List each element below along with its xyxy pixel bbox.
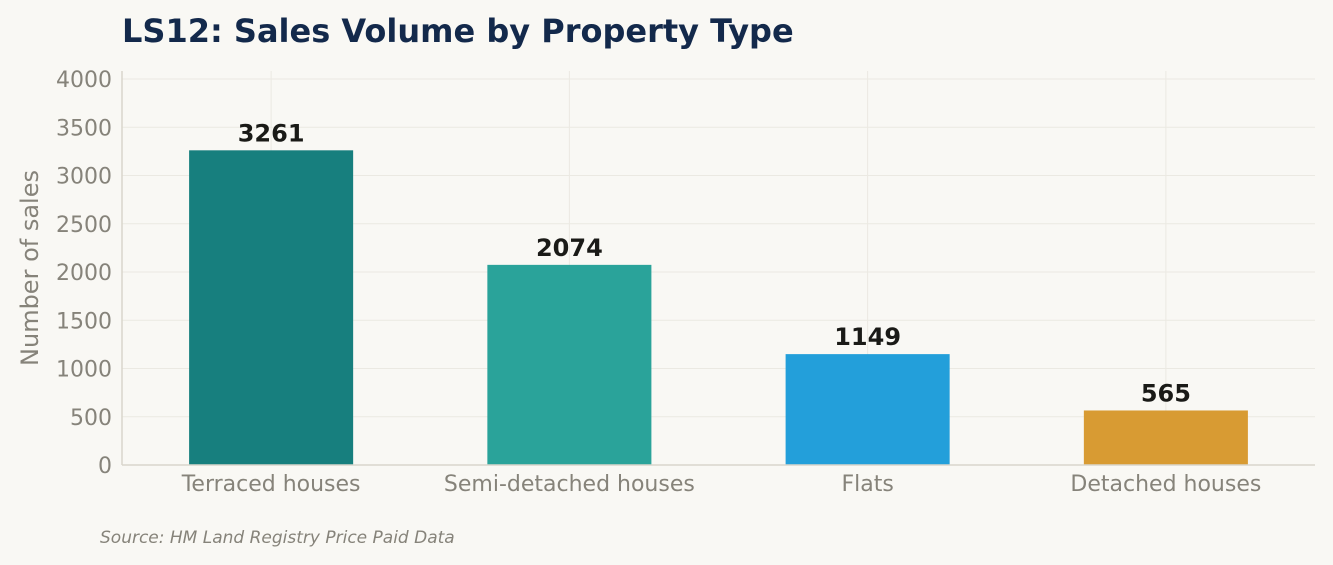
y-tick-label: 0 — [98, 454, 112, 479]
bar-layer — [189, 150, 1248, 465]
y-axis-label: Number of sales — [16, 170, 44, 366]
x-tick-label: Terraced houses — [181, 472, 361, 497]
y-tick-label: 2000 — [56, 261, 112, 286]
y-tick-label: 1000 — [56, 358, 112, 383]
y-tick-label: 2500 — [56, 213, 112, 238]
data-label-layer: 3261 2074 1149 565 — [238, 119, 1191, 407]
bar — [1083, 410, 1248, 465]
y-tick-layer: 0 500 1000 1500 2000 2500 3000 3500 4000 — [56, 68, 112, 479]
chart-title: LS12: Sales Volume by Property Type — [122, 12, 794, 50]
x-tick-label: Detached houses — [1070, 472, 1261, 497]
bar — [189, 150, 354, 465]
y-tick-label: 3000 — [56, 165, 112, 190]
y-tick-label: 4000 — [56, 68, 112, 93]
y-tick-label: 3500 — [56, 116, 112, 141]
source-note: Source: HM Land Registry Price Paid Data — [100, 528, 455, 548]
x-tick-label: Semi-detached houses — [444, 472, 695, 497]
bar — [487, 264, 652, 465]
y-tick-label: 500 — [70, 406, 112, 431]
bar-value-label: 565 — [1141, 379, 1191, 407]
bar-value-label: 2074 — [536, 234, 603, 262]
y-tick-label: 1500 — [56, 309, 112, 334]
x-tick-label: Flats — [841, 472, 893, 497]
bar-value-label: 1149 — [834, 323, 901, 351]
bar-value-label: 3261 — [238, 119, 305, 147]
bar — [785, 354, 950, 465]
x-tick-layer: Terraced houses Semi-detached houses Flats… — [181, 472, 1262, 497]
